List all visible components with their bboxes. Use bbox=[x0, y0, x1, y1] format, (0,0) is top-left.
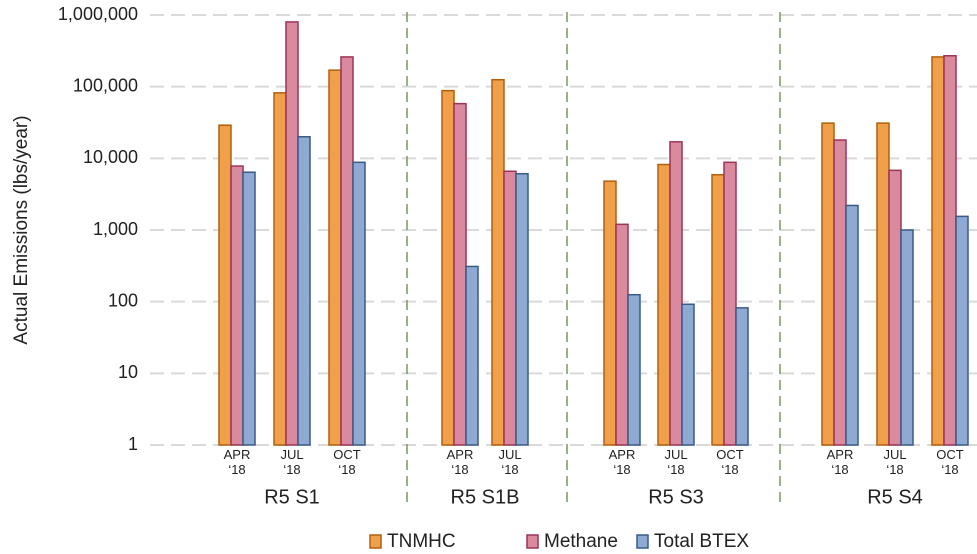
x-tick-label: APR ‘18 bbox=[447, 447, 474, 477]
bar bbox=[833, 139, 847, 446]
bar bbox=[821, 122, 835, 446]
bar bbox=[218, 124, 232, 446]
group-label: R5 S3 bbox=[648, 486, 704, 508]
legend-label: Methane bbox=[544, 531, 618, 552]
y-tick-label: 1,000,000 bbox=[58, 4, 138, 24]
y-tick-label: 1,000 bbox=[93, 219, 138, 239]
x-tick-label: JUL ‘18 bbox=[664, 447, 687, 477]
bar bbox=[669, 141, 683, 446]
bar bbox=[441, 89, 455, 446]
bar bbox=[845, 204, 859, 446]
legend-swatch bbox=[369, 534, 382, 549]
bar bbox=[340, 56, 354, 446]
legend-swatch bbox=[636, 534, 649, 549]
legend-label: TNMHC bbox=[387, 531, 456, 552]
x-tick-label: JUL ‘18 bbox=[498, 447, 521, 477]
bar bbox=[352, 161, 366, 446]
y-axis-label: Actual Emissions (lbs/year) bbox=[11, 115, 32, 344]
x-tick-label: APR ‘18 bbox=[827, 447, 854, 477]
bar bbox=[503, 170, 517, 446]
bar bbox=[681, 303, 695, 446]
bar bbox=[931, 56, 945, 446]
x-tick-label: APR ‘18 bbox=[609, 447, 636, 477]
group-label: R5 S4 bbox=[867, 486, 923, 508]
x-tick-label: OCT ‘18 bbox=[936, 447, 964, 477]
group-label: R5 S1 bbox=[264, 486, 320, 508]
bar bbox=[735, 307, 749, 446]
bar bbox=[603, 180, 617, 446]
bar bbox=[491, 78, 505, 446]
y-tick-label: 100,000 bbox=[73, 75, 138, 95]
bar bbox=[627, 293, 641, 446]
x-tick-label: JUL ‘18 bbox=[883, 447, 906, 477]
bar bbox=[242, 171, 256, 446]
bar bbox=[297, 136, 311, 446]
bar bbox=[230, 165, 244, 446]
x-tick-label: APR ‘18 bbox=[224, 447, 251, 477]
x-tick-label: OCT ‘18 bbox=[333, 447, 361, 477]
bar bbox=[465, 265, 479, 446]
bar bbox=[711, 174, 725, 446]
bar bbox=[943, 55, 957, 446]
x-tick-label: JUL ‘18 bbox=[280, 447, 303, 477]
bar bbox=[328, 69, 342, 446]
bar bbox=[876, 122, 890, 446]
bar bbox=[900, 229, 914, 446]
x-tick-label: OCT ‘18 bbox=[716, 447, 744, 477]
group-label: R5 S1B bbox=[451, 486, 520, 508]
legend-swatch bbox=[526, 534, 539, 549]
bar bbox=[273, 92, 287, 446]
bar bbox=[723, 161, 737, 446]
bar bbox=[615, 223, 629, 446]
bar bbox=[515, 172, 529, 446]
bar bbox=[955, 215, 969, 446]
y-tick-label: 10 bbox=[118, 362, 138, 382]
y-tick-label: 10,000 bbox=[83, 147, 138, 167]
bar bbox=[888, 169, 902, 446]
y-tick-label: 100 bbox=[108, 290, 138, 310]
legend-label: Total BTEX bbox=[654, 531, 749, 552]
bar bbox=[657, 163, 671, 446]
y-tick-label: 1 bbox=[128, 434, 138, 454]
bar bbox=[453, 102, 467, 446]
bar bbox=[285, 21, 299, 446]
